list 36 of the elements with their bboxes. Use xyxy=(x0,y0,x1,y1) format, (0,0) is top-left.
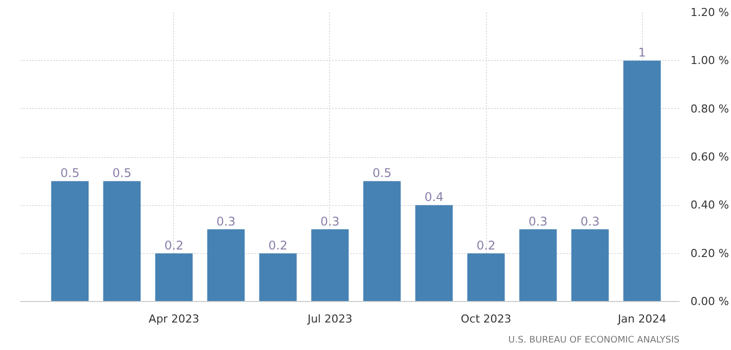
bar xyxy=(51,181,89,302)
bar xyxy=(415,205,453,302)
bar xyxy=(259,253,297,302)
text: U.S. BUREAU OF ECONOMIC ANALYSIS xyxy=(508,336,680,346)
y-tick-label: 1.20 % xyxy=(690,6,729,19)
data-label: 0.4 xyxy=(424,190,444,204)
data-label: 0.3 xyxy=(528,214,548,228)
bar xyxy=(519,229,557,302)
bar xyxy=(155,253,193,302)
bar xyxy=(571,229,609,302)
bar xyxy=(311,229,349,302)
bar xyxy=(623,60,661,302)
data-label: 1 xyxy=(638,46,646,60)
y-tick-label: 0.60 % xyxy=(690,150,729,164)
y-tick-label: 1.00 % xyxy=(690,54,729,68)
bar xyxy=(207,229,245,302)
bar xyxy=(103,181,141,302)
x-tick-label: Apr 2023 xyxy=(148,312,200,326)
x-tick-label: Oct 2023 xyxy=(460,312,512,326)
bar xyxy=(467,253,505,302)
data-label: 0.3 xyxy=(320,214,340,228)
data-label: 0.3 xyxy=(216,214,236,228)
data-label: 0.2 xyxy=(476,238,496,252)
y-tick-label: 0.80 % xyxy=(690,102,729,116)
x-tick-label: Jul 2023 xyxy=(306,312,352,326)
y-tick-label: 0.40 % xyxy=(690,198,729,212)
y-tick-label: 0.00 % xyxy=(690,295,729,308)
bar xyxy=(363,181,401,302)
data-label: 0.2 xyxy=(268,238,288,252)
data-label: 0.5 xyxy=(112,166,132,180)
data-label: 0.5 xyxy=(60,166,80,180)
data-label: 0.5 xyxy=(372,166,392,180)
data-label: 0.2 xyxy=(164,238,184,252)
data-label: 0.3 xyxy=(580,214,600,228)
x-tick-label: Jan 2024 xyxy=(616,312,666,326)
y-tick-label: 0.20 % xyxy=(690,246,729,260)
